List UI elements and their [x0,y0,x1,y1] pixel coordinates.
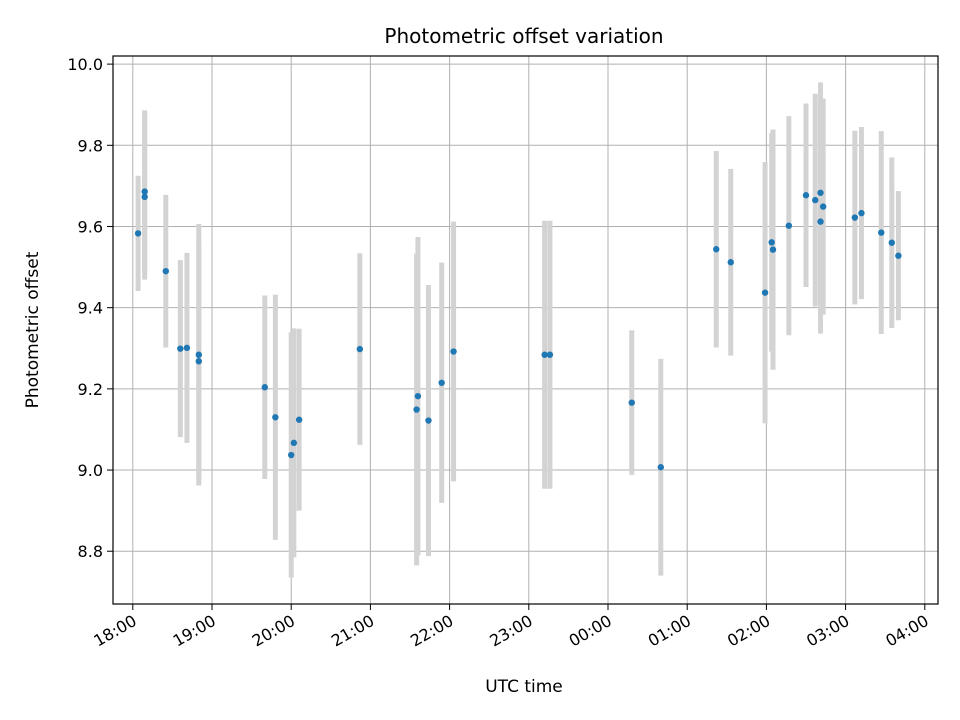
data-point [413,406,420,413]
data-point [858,209,865,217]
y-tick-label: 9.4 [78,299,103,318]
y-tick-label: 9.8 [78,136,103,155]
data-point [819,203,827,210]
data-points [134,188,902,471]
data-point [768,239,775,246]
data-point [817,189,824,196]
data-point [414,392,422,400]
data-point [713,246,720,253]
plot-frame [112,55,939,605]
y-axis-ticks: 8.8 9.0 9.2 9.4 9.6 9.8 10.0 [67,55,113,561]
data-point [785,222,793,229]
data-point [141,188,148,195]
plot-area [112,55,939,605]
data-point [288,451,295,459]
data-point [657,464,664,471]
data-point [628,399,635,406]
y-tick-label: 9.2 [78,380,103,399]
data-point [295,416,303,423]
data-point [195,358,202,365]
data-point [727,259,734,266]
y-tick-label: 9.6 [78,217,103,236]
data-point [261,384,268,391]
y-axis-label: Photometric offset [23,251,43,408]
data-point [450,348,457,355]
data-point [851,214,859,221]
data-point [425,417,432,424]
data-point [290,439,298,447]
data-point [183,344,191,352]
grid-lines [113,56,938,604]
data-point [878,229,885,236]
data-point [162,267,169,275]
data-point [438,379,445,386]
data-point [812,196,819,204]
data-point [895,252,902,259]
x-axis-label: UTC time [485,677,563,697]
data-point [177,345,184,352]
y-tick-label: 8.8 [78,542,103,561]
data-point [272,414,279,421]
data-point [546,351,554,358]
data-point [134,230,142,237]
data-point [817,218,824,225]
chart-title: Photometric offset variation [384,24,663,48]
data-point [141,193,148,201]
y-tick-label: 9.0 [78,461,103,480]
data-point [769,246,777,253]
data-point [761,289,769,296]
data-point [356,345,364,353]
y-tick-label: 10.0 [67,55,103,74]
data-point [541,351,548,358]
data-point [195,351,202,358]
data-point [888,239,895,246]
data-point [802,192,810,199]
